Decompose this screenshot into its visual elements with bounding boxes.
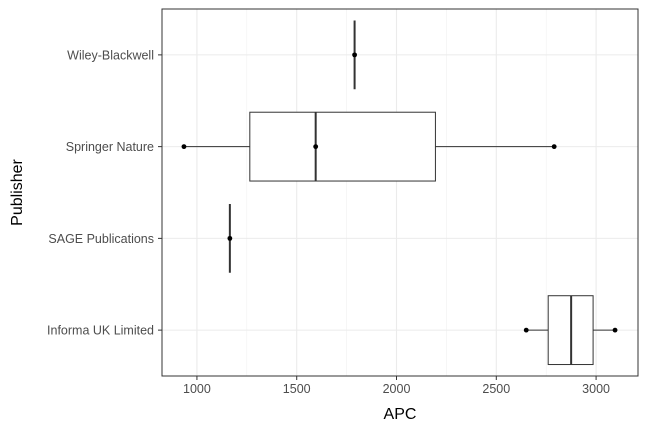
data-point	[551, 144, 557, 150]
x-tick-label: 1500	[283, 382, 311, 396]
data-point	[313, 144, 319, 150]
y-tick-label: Informa UK Limited	[47, 324, 154, 338]
plot-border	[161, 8, 639, 377]
y-axis-title: Publisher	[9, 158, 26, 225]
x-tick-label: 2000	[383, 382, 411, 396]
data-point	[612, 327, 618, 333]
box-sage-publications	[227, 203, 233, 273]
y-tick-label: Wiley-Blackwell	[67, 48, 154, 62]
minor-gridlines	[246, 9, 547, 376]
box-informa-uk-limited	[523, 295, 618, 366]
box-wiley-blackwell	[352, 20, 357, 90]
y-axis: Informa UK Limited SAGE Publications Sprin…	[47, 48, 162, 338]
x-axis: 1000 1500 2000 2500 3000	[183, 376, 610, 396]
data-point	[227, 235, 233, 241]
box-iqr	[249, 111, 436, 182]
box-springer-nature	[181, 111, 557, 182]
box-series	[181, 20, 618, 366]
y-tick-label: SAGE Publications	[48, 232, 154, 246]
data-point	[181, 144, 187, 150]
x-tick-label: 1000	[183, 382, 211, 396]
y-tick-label: Springer Nature	[66, 140, 154, 154]
x-axis-title: APC	[384, 406, 417, 423]
x-tick-label: 2500	[482, 382, 510, 396]
data-point	[352, 52, 357, 58]
data-point	[523, 327, 529, 333]
x-tick-label: 3000	[582, 382, 610, 396]
